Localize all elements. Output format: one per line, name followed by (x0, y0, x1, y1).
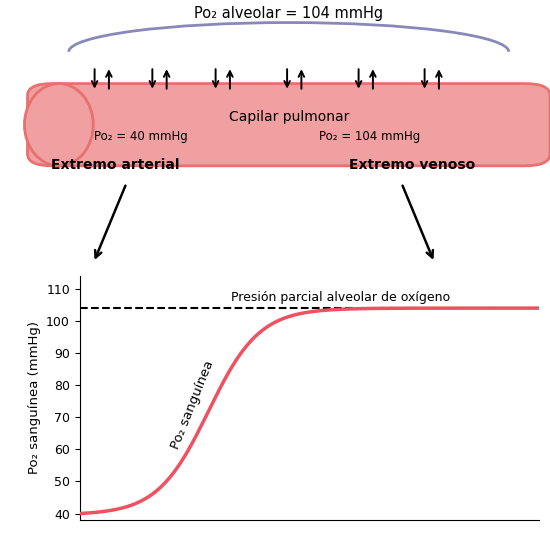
Text: Po₂ = 104 mmHg: Po₂ = 104 mmHg (319, 130, 420, 143)
Text: Presión parcial alveolar de oxígeno: Presión parcial alveolar de oxígeno (232, 291, 450, 304)
Text: Po₂ sanguínea: Po₂ sanguínea (168, 358, 216, 451)
FancyBboxPatch shape (28, 84, 550, 166)
Ellipse shape (24, 84, 93, 166)
Text: Extremo venoso: Extremo venoso (349, 158, 476, 172)
Text: Extremo arterial: Extremo arterial (51, 158, 180, 172)
Text: Po₂ alveolar = 104 mmHg: Po₂ alveolar = 104 mmHg (194, 6, 383, 21)
Text: Capilar pulmonar: Capilar pulmonar (229, 110, 349, 124)
Text: Po₂ = 40 mmHg: Po₂ = 40 mmHg (94, 130, 187, 143)
Y-axis label: Po₂ sanguínea (mmHg): Po₂ sanguínea (mmHg) (28, 322, 41, 474)
